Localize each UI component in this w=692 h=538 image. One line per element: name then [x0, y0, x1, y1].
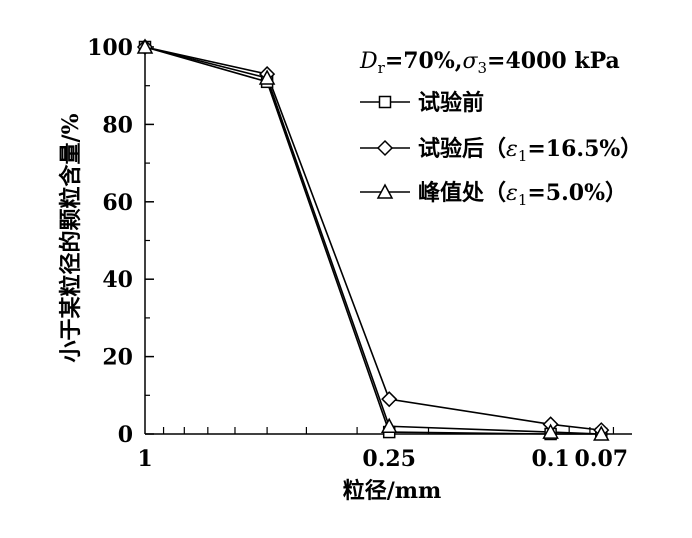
legend-item-peak: 峰值处（ε1=5.0%）	[360, 180, 627, 209]
x-tick-label: 1	[137, 446, 152, 472]
ticks: 0 20 40 60 80 100 1 0.25 0.1 0.07	[87, 35, 628, 472]
sigma-symbol: σ	[462, 49, 478, 74]
data-point-triangle	[258, 69, 276, 85]
dr-symbol: D	[359, 49, 378, 74]
legend-label-after: 试验后（ε1=16.5%）	[418, 136, 642, 165]
data-point-triangle	[136, 38, 154, 54]
y-tick-label: 100	[87, 35, 133, 61]
series-line-2	[144, 46, 602, 431]
x-tick-label: 0.1	[531, 446, 569, 472]
y-tick-label: 40	[102, 267, 133, 293]
legend-label-peak: 峰值处（ε1=5.0%）	[418, 180, 627, 209]
dr-subscript: r	[378, 59, 386, 77]
legend-item-before: 试验前	[360, 90, 484, 116]
series-line-3	[144, 46, 602, 435]
sigma-subscript: 3	[477, 59, 487, 77]
y-tick-label: 0	[118, 422, 133, 448]
y-tick-label: 20	[102, 345, 133, 371]
x-tick-label: 0.25	[362, 446, 416, 472]
x-tick-label: 0.07	[574, 446, 628, 472]
legend-item-after: 试验后（ε1=16.5%）	[360, 136, 642, 165]
data-point-triangle	[542, 423, 559, 439]
legend-diamond-marker	[376, 139, 394, 157]
data-point-triangle	[380, 417, 398, 434]
legend-square-marker	[378, 95, 392, 109]
series-lines	[144, 46, 602, 435]
condition-text: Dr=70%,σ3=4000 kPa	[359, 48, 620, 77]
y-axis-label: 小于某粒径的颗粒含量/%	[58, 113, 84, 362]
legend-label-before: 试验前	[418, 90, 484, 116]
series-line-1	[144, 46, 602, 435]
series-markers	[136, 38, 610, 441]
legend-triangle-marker	[376, 183, 394, 199]
data-point-diamond	[381, 391, 398, 408]
data-point-triangle	[593, 425, 610, 441]
x-axis-label: 粒径/mm	[343, 478, 442, 504]
dr-value: =70%,	[385, 48, 463, 74]
sigma-value: =4000 kPa	[487, 48, 620, 74]
y-tick-label: 60	[102, 190, 133, 216]
legend: 试验前 试验后（ε1=16.5%） 峰值处（ε1=5.0%）	[360, 90, 642, 209]
y-tick-label: 80	[102, 112, 133, 138]
